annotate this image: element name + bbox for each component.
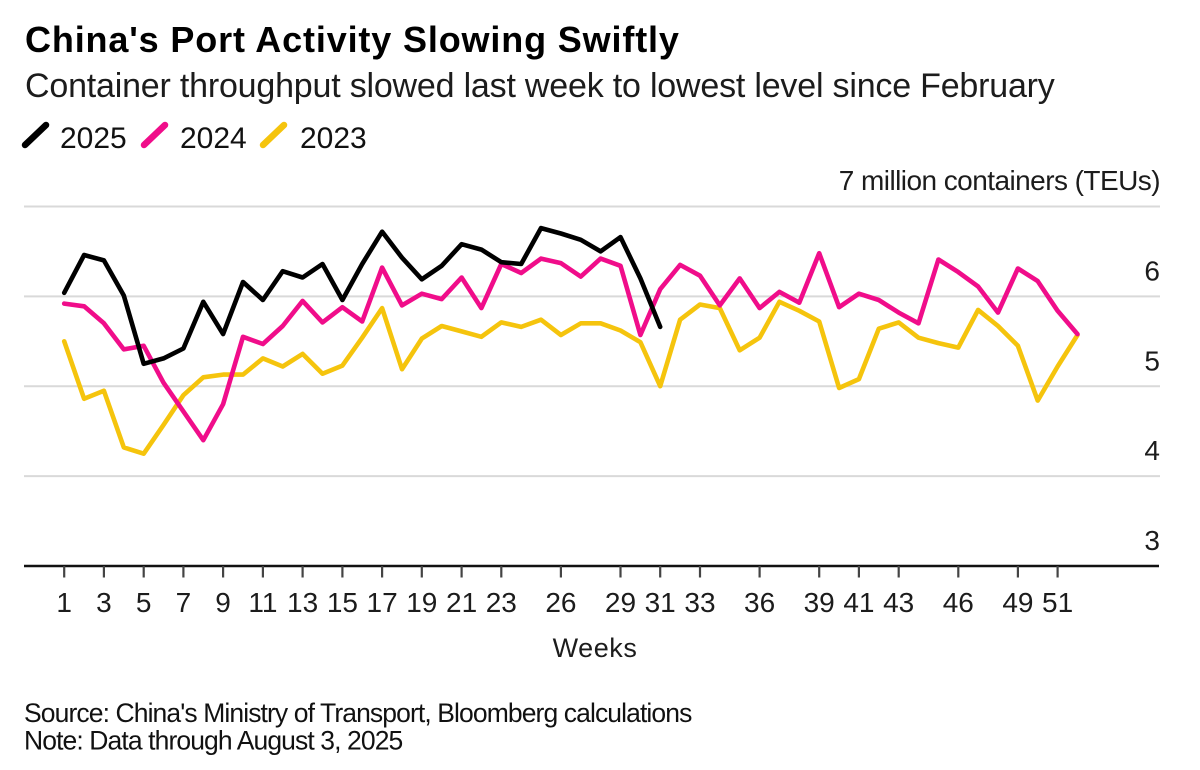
svg-text:1: 1 [56, 587, 72, 618]
svg-text:15: 15 [327, 587, 358, 618]
svg-text:43: 43 [883, 587, 914, 618]
svg-text:5: 5 [136, 587, 152, 618]
svg-text:2023: 2023 [300, 122, 367, 155]
svg-text:41: 41 [843, 587, 874, 618]
svg-text:2024: 2024 [180, 122, 247, 155]
svg-text:Source: China's Ministry of Tr: Source: China's Ministry of Transport, B… [24, 698, 692, 728]
svg-text:2025: 2025 [60, 122, 127, 155]
svg-text:7 million containers (TEUs): 7 million containers (TEUs) [839, 165, 1160, 196]
svg-text:6: 6 [1144, 256, 1160, 287]
svg-text:5: 5 [1144, 345, 1160, 376]
svg-text:23: 23 [486, 587, 517, 618]
svg-text:39: 39 [804, 587, 835, 618]
svg-text:33: 33 [684, 587, 715, 618]
svg-text:3: 3 [1144, 525, 1160, 556]
svg-text:26: 26 [545, 587, 576, 618]
svg-text:21: 21 [446, 587, 477, 618]
svg-text:11: 11 [248, 587, 277, 618]
svg-text:3: 3 [96, 587, 112, 618]
svg-text:Container throughput slowed la: Container throughput slowed last week to… [25, 67, 1055, 105]
svg-text:9: 9 [215, 587, 231, 618]
svg-text:17: 17 [367, 587, 398, 618]
svg-text:29: 29 [605, 587, 636, 618]
svg-text:31: 31 [645, 587, 676, 618]
svg-text:51: 51 [1042, 587, 1073, 618]
svg-text:7: 7 [176, 587, 192, 618]
svg-text:China's Port Activity Slowing: China's Port Activity Slowing Swiftly [25, 19, 680, 60]
svg-text:13: 13 [287, 587, 318, 618]
svg-text:Note: Data through August 3, 2: Note: Data through August 3, 2025 [24, 726, 403, 756]
svg-text:4: 4 [1144, 435, 1160, 466]
svg-text:46: 46 [943, 587, 974, 618]
svg-text:19: 19 [406, 587, 437, 618]
svg-text:49: 49 [1002, 587, 1033, 618]
svg-text:36: 36 [744, 587, 775, 618]
svg-text:Weeks: Weeks [553, 633, 638, 663]
